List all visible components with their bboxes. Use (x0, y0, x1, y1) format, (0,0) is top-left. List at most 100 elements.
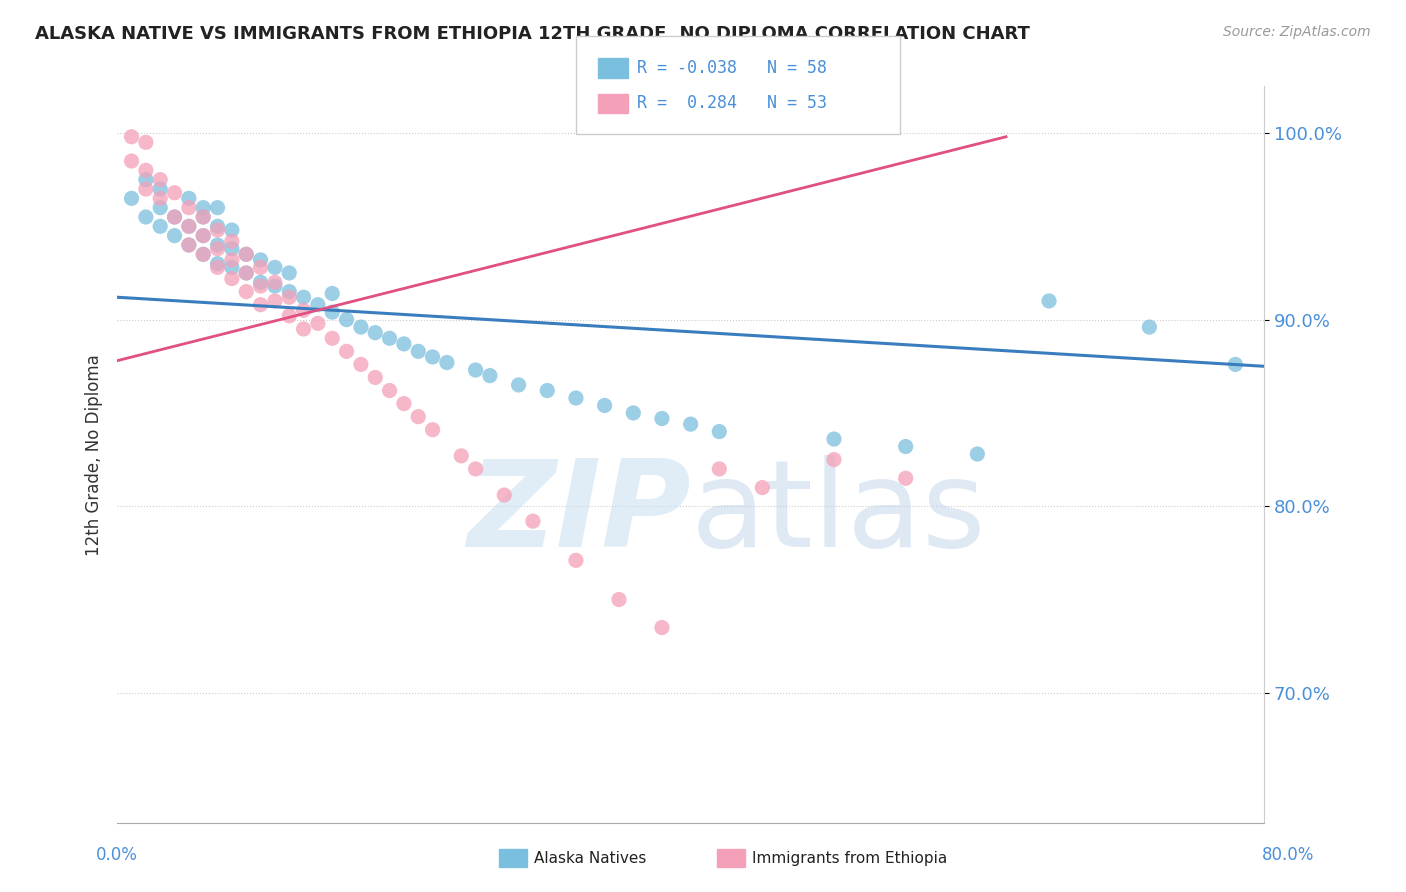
Point (494, 488, 516, 502)
Point (264, 279, 287, 293)
Point (307, 317, 329, 331)
Point (264, 275, 287, 289)
Point (522, 514, 544, 528)
Point (235, 285, 257, 299)
Point (1038, 293, 1060, 308)
Point (709, 462, 731, 476)
Point (292, 322, 315, 336)
Point (264, 293, 287, 308)
Point (378, 331, 401, 345)
Point (894, 440, 917, 454)
Point (135, 163, 157, 178)
Point (679, 417, 702, 431)
Point (135, 136, 157, 150)
Point (163, 186, 186, 200)
Point (207, 260, 229, 275)
Point (422, 423, 444, 437)
Point (464, 363, 486, 377)
Point (621, 406, 644, 420)
Point (135, 182, 157, 196)
Point (249, 275, 271, 289)
Point (193, 201, 215, 215)
Point (751, 481, 773, 495)
Point (321, 286, 343, 301)
Point (823, 452, 845, 467)
Point (221, 223, 243, 237)
Point (221, 252, 243, 267)
Point (149, 201, 172, 215)
Point (177, 238, 200, 252)
Text: 0.0%: 0.0% (96, 846, 138, 863)
Point (221, 271, 243, 285)
Point (149, 172, 172, 186)
Point (536, 384, 558, 398)
Point (478, 368, 501, 383)
Point (249, 298, 271, 312)
Point (249, 252, 271, 267)
Point (335, 312, 357, 326)
Point (651, 411, 673, 425)
Point (221, 242, 243, 256)
Point (163, 210, 186, 224)
Point (193, 210, 215, 224)
Point (235, 247, 257, 261)
Point (193, 228, 215, 243)
Point (350, 320, 373, 334)
Text: Alaska Natives: Alaska Natives (534, 851, 647, 865)
Point (278, 309, 301, 323)
Point (335, 344, 357, 359)
Point (607, 592, 630, 607)
Point (894, 471, 917, 485)
Point (207, 242, 229, 256)
Point (177, 219, 200, 234)
Point (278, 290, 301, 304)
Point (593, 399, 616, 413)
Point (177, 219, 200, 234)
Point (193, 247, 215, 261)
Text: ZIP: ZIP (467, 456, 690, 573)
Text: atlas: atlas (690, 456, 986, 573)
Point (436, 355, 458, 369)
Point (193, 210, 215, 224)
Point (121, 153, 143, 168)
Point (235, 266, 257, 280)
Point (1137, 320, 1160, 334)
Point (709, 425, 731, 439)
Point (1225, 358, 1247, 372)
Point (422, 350, 444, 364)
Point (207, 223, 229, 237)
Point (292, 303, 315, 318)
Point (149, 191, 172, 205)
Point (392, 337, 415, 351)
Point (135, 172, 157, 186)
Point (163, 210, 186, 224)
Point (207, 238, 229, 252)
Point (221, 234, 243, 248)
Point (207, 219, 229, 234)
Point (149, 182, 172, 196)
Point (121, 129, 143, 144)
Point (278, 285, 301, 299)
Y-axis label: 12th Grade, No Diploma: 12th Grade, No Diploma (86, 354, 103, 556)
Point (450, 449, 472, 463)
Point (249, 260, 271, 275)
Point (321, 331, 343, 345)
Point (264, 260, 287, 275)
Point (350, 358, 373, 372)
Point (249, 279, 271, 293)
Point (221, 260, 243, 275)
Point (163, 228, 186, 243)
Text: ALASKA NATIVE VS IMMIGRANTS FROM ETHIOPIA 12TH GRADE, NO DIPLOMA CORRELATION CHA: ALASKA NATIVE VS IMMIGRANTS FROM ETHIOPI… (35, 25, 1031, 43)
Point (392, 396, 415, 410)
Point (966, 447, 988, 461)
Point (406, 344, 429, 359)
Point (235, 266, 257, 280)
Point (378, 384, 401, 398)
Point (292, 290, 315, 304)
Point (177, 201, 200, 215)
Point (177, 191, 200, 205)
Point (464, 462, 486, 476)
Point (207, 257, 229, 271)
Point (135, 210, 157, 224)
Point (364, 370, 387, 384)
